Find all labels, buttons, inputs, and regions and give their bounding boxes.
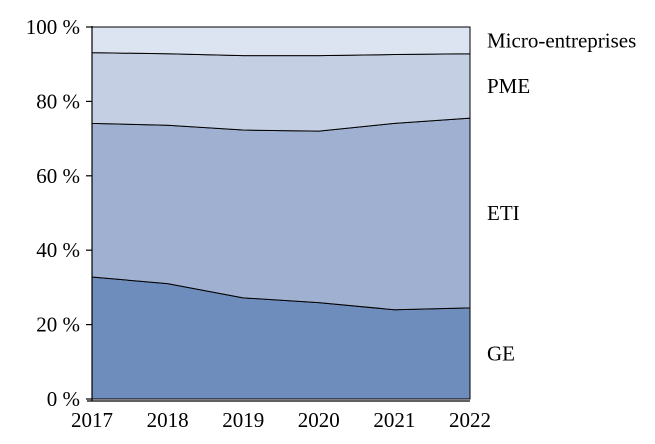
y-tick-label: 0 % (47, 387, 80, 411)
y-tick-label: 40 % (36, 238, 80, 262)
y-tick-label: 60 % (36, 164, 80, 188)
legend-label-pme: PME (487, 74, 530, 98)
legend-label-eti: ETI (487, 201, 520, 225)
x-tick-label: 2020 (298, 408, 340, 432)
y-tick-label: 100 % (26, 15, 80, 39)
area-band-micro-entreprises (91, 26, 471, 57)
area-band-eti (91, 117, 471, 311)
area-band-pme (91, 52, 471, 132)
legend-label-micro-entreprises: Micro-entreprises (487, 28, 636, 52)
x-tick-label: 2022 (449, 408, 491, 432)
legend-label-ge: GE (487, 341, 515, 365)
y-tick-label: 20 % (36, 313, 80, 337)
x-tick-label: 2018 (147, 408, 189, 432)
x-tick-label: 2021 (373, 408, 415, 432)
x-tick-label: 2017 (71, 408, 113, 432)
y-tick-label: 80 % (36, 89, 80, 113)
x-tick-label: 2019 (222, 408, 264, 432)
